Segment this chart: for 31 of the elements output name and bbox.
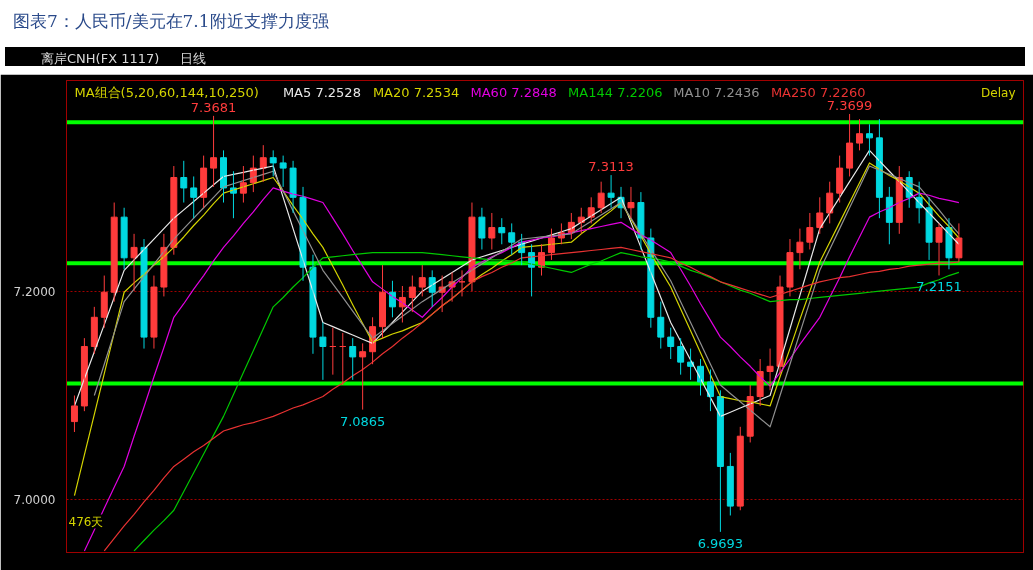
candlestick (359, 342, 367, 411)
text: MA144 7.2206 (568, 84, 663, 100)
annotation: 476天 (68, 514, 104, 529)
candlestick (418, 264, 426, 297)
candlestick (508, 222, 516, 256)
chart-title: 图表7：人民币/美元在7.1附近支撑力度强 (12, 10, 329, 33)
y-tick-label: 7.2000 (13, 284, 56, 299)
candlestick (667, 327, 675, 360)
text: MA5 7.2528 (282, 84, 361, 100)
candlestick (865, 123, 873, 157)
text: MA20 7.2534 (372, 84, 460, 100)
text: 离岸CNH(FX 1117) 日线 (41, 51, 206, 66)
annotation: 7.3699 (826, 97, 873, 113)
candlestick (856, 118, 864, 151)
candlestick (269, 149, 277, 177)
candlestick (349, 337, 357, 381)
text: MA60 7.2848 (470, 84, 557, 100)
annotation: 7.3681 (190, 99, 237, 115)
candlestick (210, 115, 218, 188)
text: Delay (981, 85, 1016, 100)
text: MA10 7.2436 (673, 84, 760, 100)
annotation: 7.2151 (916, 279, 962, 295)
candlestick (488, 212, 496, 250)
annotation: 6.9693 (697, 535, 744, 551)
annotation: 7.0865 (339, 413, 386, 429)
annotation: 7.3113 (588, 159, 634, 175)
y-tick-label: 7.0000 (13, 493, 56, 508)
candlestick (190, 175, 198, 219)
legend-title: MA组合(5,20,60,144,10,250) (74, 84, 259, 100)
text: MA250 7.2260 (770, 84, 866, 100)
candlestick (180, 160, 188, 204)
